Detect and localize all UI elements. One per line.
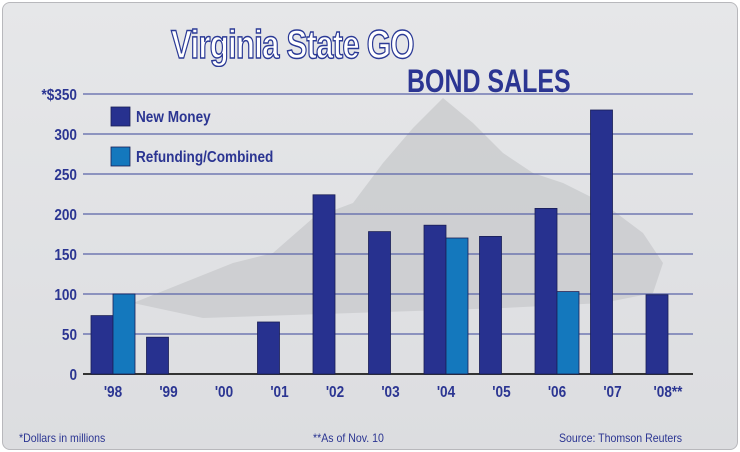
x-tick-label: '99 bbox=[159, 384, 177, 401]
y-tick-label: *$350 bbox=[41, 87, 77, 104]
x-tick-label: '03 bbox=[381, 384, 399, 401]
legend-label: Refunding/Combined bbox=[136, 149, 273, 166]
x-tick-label: '08** bbox=[654, 384, 683, 401]
bar-refunding-combined bbox=[556, 291, 580, 375]
bar-new-money bbox=[645, 294, 669, 375]
bar-new-money bbox=[312, 194, 336, 375]
bar-refunding-combined bbox=[445, 237, 469, 375]
source-note: Source: Thomson Reuters bbox=[559, 431, 683, 445]
legend-swatch bbox=[110, 146, 131, 167]
bar-new-money bbox=[257, 321, 280, 375]
y-tick-label: 150 bbox=[54, 247, 77, 264]
x-tick-label: '07 bbox=[603, 384, 621, 401]
y-tick-label: 250 bbox=[54, 167, 77, 184]
legend-label: New Money bbox=[136, 109, 211, 126]
x-tick-label: '98 bbox=[104, 384, 122, 401]
as-of-note: **As of Nov. 10 bbox=[313, 431, 384, 445]
x-tick-label: '06 bbox=[548, 384, 566, 401]
y-tick-label: 50 bbox=[62, 327, 77, 344]
x-tick-label: '00 bbox=[215, 384, 233, 401]
x-tick-label: '01 bbox=[270, 384, 288, 401]
x-tick-label: '04 bbox=[437, 384, 456, 401]
virginia-silhouette bbox=[133, 98, 663, 318]
y-tick-label: 100 bbox=[54, 287, 77, 304]
y-tick-label: 300 bbox=[54, 127, 77, 144]
bar-new-money bbox=[423, 224, 447, 375]
bar-new-money bbox=[146, 336, 169, 375]
bar-refunding-combined bbox=[112, 293, 136, 375]
chart-title: Virginia State GO bbox=[170, 22, 415, 68]
x-tick-label: '02 bbox=[326, 384, 344, 401]
chart-subtitle: BOND SALES bbox=[407, 63, 571, 99]
bar-new-money bbox=[590, 109, 613, 375]
legend-swatch bbox=[110, 106, 131, 127]
y-tick-label: 0 bbox=[69, 367, 77, 384]
units-note: *Dollars in millions bbox=[19, 431, 106, 445]
bar-chart: 0 50 100 150 200 250 300 *$350 '98 '99 '00 '01 '02 '0… bbox=[41, 87, 693, 401]
bar-new-money bbox=[534, 207, 558, 375]
bar-new-money bbox=[90, 315, 114, 375]
bar-new-money bbox=[479, 235, 502, 375]
y-tick-label: 200 bbox=[54, 207, 77, 224]
x-tick-label: '05 bbox=[492, 384, 510, 401]
bar-new-money bbox=[368, 231, 391, 375]
